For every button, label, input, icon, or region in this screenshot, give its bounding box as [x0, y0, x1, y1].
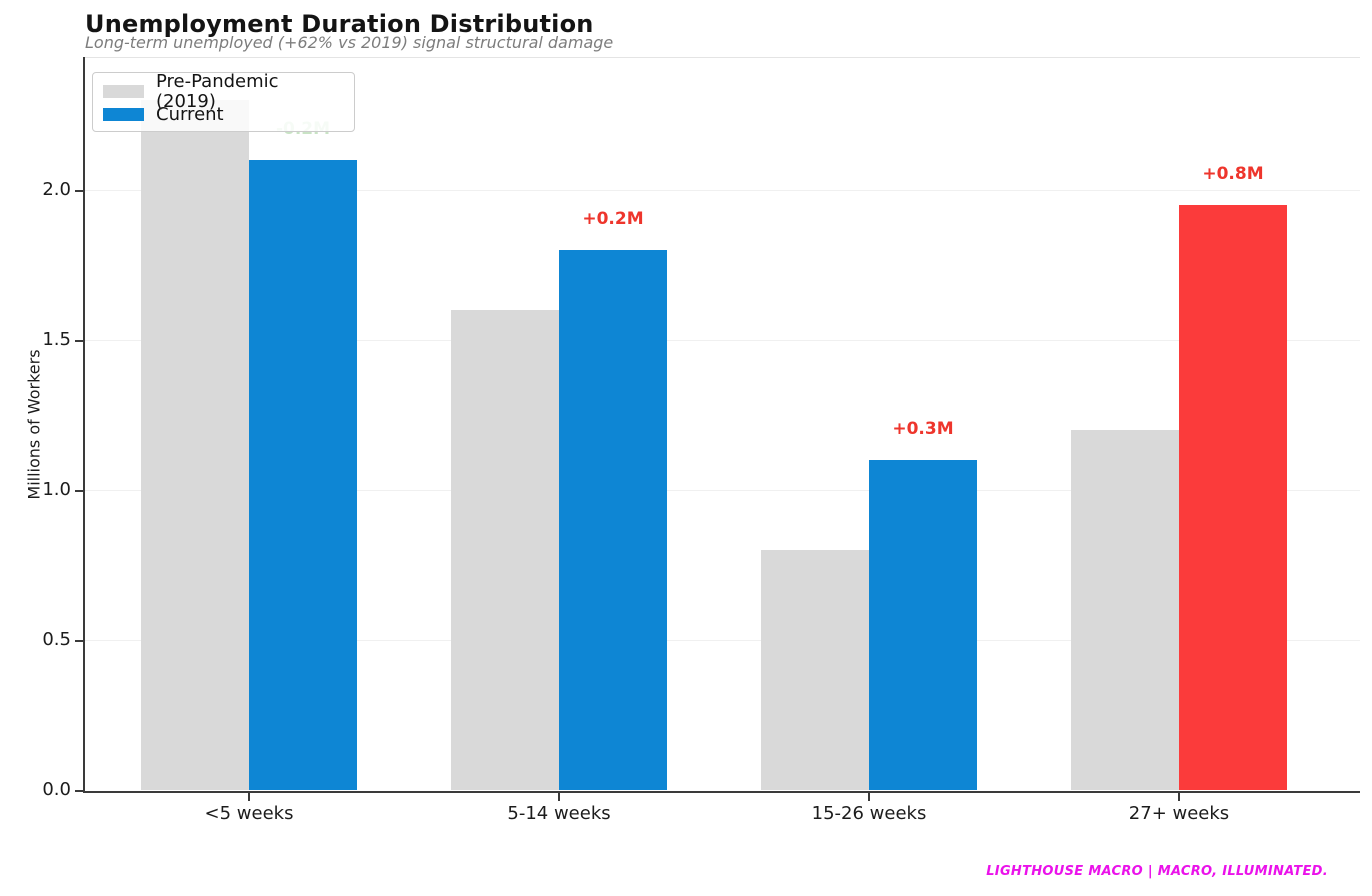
y-tick-label: 0.5 [42, 629, 71, 650]
gridline [84, 640, 1360, 641]
legend-swatch-blue [103, 108, 144, 121]
legend-label: Current [156, 103, 224, 125]
delta-label: +0.3M [892, 419, 954, 439]
plot-top-edge [84, 57, 1360, 58]
y-tick-label: 1.5 [42, 329, 71, 350]
y-axis-spine [83, 57, 85, 793]
y-tick-label: 0.0 [42, 779, 71, 800]
bar-current-1 [249, 160, 357, 790]
gridline [84, 490, 1360, 491]
bar-current-2 [559, 250, 667, 790]
x-tick-label: 5-14 weeks [507, 803, 611, 824]
y-tick-mark [75, 340, 83, 342]
bar-current-3 [869, 460, 977, 790]
y-tick-mark [75, 190, 83, 192]
x-tick-mark [868, 793, 870, 801]
brand-footer: LIGHTHOUSE MACRO | MACRO, ILLUMINATED. [986, 864, 1328, 879]
x-tick-label: 15-26 weeks [811, 803, 927, 824]
bar-pre-pandemic-2 [451, 310, 559, 790]
y-tick-mark [75, 490, 83, 492]
gridline [84, 340, 1360, 341]
y-tick-mark [75, 640, 83, 642]
y-tick-label: 1.0 [42, 479, 71, 500]
legend-item-pre-pandemic: Pre-Pandemic (2019) [103, 71, 344, 111]
x-tick-mark [558, 793, 560, 801]
x-axis-spine [83, 791, 1360, 793]
legend-item-current: Current [103, 103, 344, 126]
legend-swatch-gray [103, 85, 144, 98]
delta-label: +0.8M [1202, 164, 1264, 184]
legend: Pre-Pandemic (2019) Current [92, 71, 355, 132]
x-tick-mark [1178, 793, 1180, 801]
gridline [84, 190, 1360, 191]
legend-label: Pre-Pandemic (2019) [156, 70, 279, 112]
bar-pre-pandemic-4 [1071, 430, 1179, 790]
chart-subtitle: Long-term unemployed (+62% vs 2019) sign… [85, 33, 614, 52]
y-tick-label: 2.0 [42, 179, 71, 200]
x-tick-label: 27+ weeks [1128, 803, 1230, 824]
delta-label: +0.2M [582, 209, 644, 229]
bar-pre-pandemic-3 [761, 550, 869, 790]
chart-title: Unemployment Duration Distribution [85, 10, 594, 38]
x-tick-label: <5 weeks [204, 803, 294, 824]
y-tick-mark [75, 790, 83, 792]
y-axis-title: Millions of Workers [24, 349, 44, 500]
x-tick-mark [248, 793, 250, 801]
bar-current-4 [1179, 205, 1287, 790]
bar-pre-pandemic-1 [141, 100, 249, 790]
